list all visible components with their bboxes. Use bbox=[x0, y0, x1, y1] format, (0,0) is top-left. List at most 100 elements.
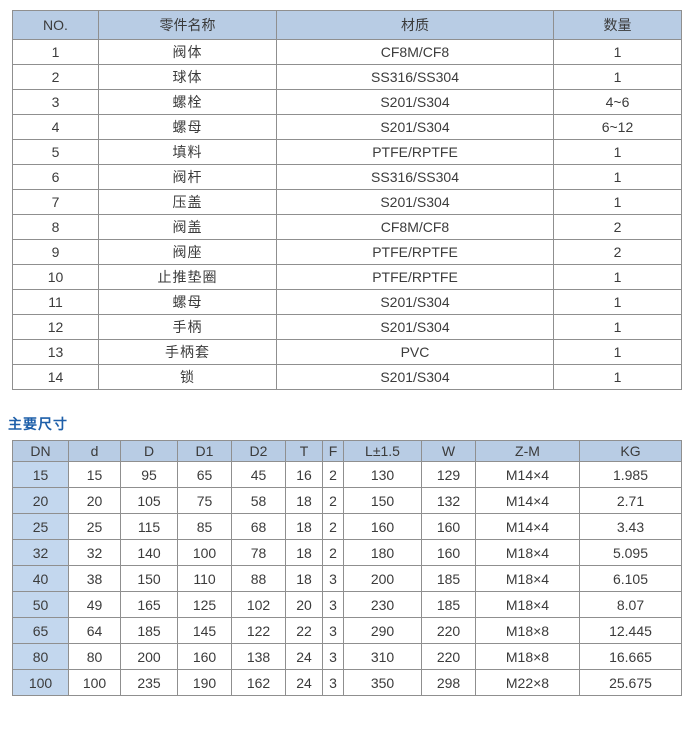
table-cell: 25 bbox=[12, 513, 69, 540]
valve-spec-sheet: NO. 零件名称 材质 数量 1 阀体 CF8M/CF8 1 2 球体 SS316/SS304 1 3 螺… bbox=[8, 10, 682, 696]
dimensions-table: DN d D D1 D2 T F L±1.5 W Z-M KG 15 15 95 65 45 16 2 130 129… bbox=[12, 440, 682, 696]
table-cell: 1 bbox=[553, 164, 682, 190]
table-cell: 手柄套 bbox=[98, 339, 277, 365]
table-cell: 4~6 bbox=[553, 89, 682, 115]
table-cell: 2.71 bbox=[579, 487, 682, 514]
table-cell: 20 bbox=[68, 487, 121, 514]
table-cell: S201/S304 bbox=[276, 89, 554, 115]
table-cell: 阀座 bbox=[98, 239, 277, 265]
table-cell: 129 bbox=[421, 461, 476, 488]
table-cell: 16.665 bbox=[579, 643, 682, 670]
table-cell: 2 bbox=[322, 539, 344, 566]
table-cell: 6~12 bbox=[553, 114, 682, 140]
table-row: 12 手柄 S201/S304 1 bbox=[12, 314, 682, 340]
table-cell: 手柄 bbox=[98, 314, 277, 340]
table-cell: 锁 bbox=[98, 364, 277, 390]
table-cell: 310 bbox=[343, 643, 422, 670]
table-cell: 145 bbox=[177, 617, 232, 644]
table-cell: 球体 bbox=[98, 64, 277, 90]
table-cell: S201/S304 bbox=[276, 114, 554, 140]
table-row: 15 15 95 65 45 16 2 130 129 M14×4 1.985 bbox=[12, 461, 682, 488]
table-cell: 25 bbox=[68, 513, 121, 540]
table-cell: 185 bbox=[120, 617, 178, 644]
table-row: 65 64 185 145 122 22 3 290 220 M18×8 12.445 bbox=[12, 617, 682, 644]
table-cell: 132 bbox=[421, 487, 476, 514]
table-cell: 180 bbox=[343, 539, 422, 566]
table-cell: 58 bbox=[231, 487, 286, 514]
table-cell: 24 bbox=[285, 643, 323, 670]
table-cell: 阀杆 bbox=[98, 164, 277, 190]
table-cell: 22 bbox=[285, 617, 323, 644]
table-cell: PTFE/RPTFE bbox=[276, 139, 554, 165]
table-cell: 1 bbox=[553, 339, 682, 365]
table-row: 6 阀杆 SS316/SS304 1 bbox=[12, 164, 682, 190]
table-cell: 螺栓 bbox=[98, 89, 277, 115]
table-cell: 100 bbox=[12, 669, 69, 696]
table-cell: M18×8 bbox=[475, 617, 580, 644]
table-row: 9 阀座 PTFE/RPTFE 2 bbox=[12, 239, 682, 265]
table-cell: 止推垫圈 bbox=[98, 264, 277, 290]
table-cell: 1 bbox=[553, 189, 682, 215]
table-cell: 110 bbox=[177, 565, 232, 592]
table-cell: 20 bbox=[12, 487, 69, 514]
table-cell: 7 bbox=[12, 189, 99, 215]
table-cell: 68 bbox=[231, 513, 286, 540]
table-cell: 160 bbox=[421, 539, 476, 566]
table-cell: 8.07 bbox=[579, 591, 682, 618]
table-cell: M14×4 bbox=[475, 487, 580, 514]
table-cell: M18×4 bbox=[475, 539, 580, 566]
table-cell: 24 bbox=[285, 669, 323, 696]
table-cell: 阀盖 bbox=[98, 214, 277, 240]
table-cell: 1 bbox=[553, 289, 682, 315]
table-cell: 18 bbox=[285, 539, 323, 566]
column-header: W bbox=[421, 440, 476, 462]
table-row: 14 锁 S201/S304 1 bbox=[12, 364, 682, 390]
table-cell: 12 bbox=[12, 314, 99, 340]
table-cell: 1 bbox=[553, 64, 682, 90]
table-cell: 1 bbox=[553, 39, 682, 65]
column-header: L±1.5 bbox=[343, 440, 422, 462]
table-cell: M18×4 bbox=[475, 565, 580, 592]
table-cell: 1 bbox=[12, 39, 99, 65]
table-cell: PTFE/RPTFE bbox=[276, 239, 554, 265]
header-row: NO. 零件名称 材质 数量 bbox=[12, 10, 682, 40]
table-cell: 2 bbox=[12, 64, 99, 90]
table-row: 80 80 200 160 138 24 3 310 220 M18×8 16.665 bbox=[12, 643, 682, 670]
table-row: 2 球体 SS316/SS304 1 bbox=[12, 64, 682, 90]
table-cell: 螺母 bbox=[98, 289, 277, 315]
table-row: 32 32 140 100 78 18 2 180 160 M18×4 5.095 bbox=[12, 539, 682, 566]
table-cell: 6 bbox=[12, 164, 99, 190]
table-cell: 2 bbox=[553, 239, 682, 265]
table-cell: 138 bbox=[231, 643, 286, 670]
table-cell: 5.095 bbox=[579, 539, 682, 566]
table-cell: S201/S304 bbox=[276, 289, 554, 315]
table-cell: 75 bbox=[177, 487, 232, 514]
table-cell: M14×4 bbox=[475, 461, 580, 488]
table-cell: 2 bbox=[553, 214, 682, 240]
table-cell: 150 bbox=[343, 487, 422, 514]
table-cell: 12.445 bbox=[579, 617, 682, 644]
table-cell: 190 bbox=[177, 669, 232, 696]
table-cell: 38 bbox=[68, 565, 121, 592]
table-row: 8 阀盖 CF8M/CF8 2 bbox=[12, 214, 682, 240]
table-cell: 65 bbox=[12, 617, 69, 644]
parts-list-table: NO. 零件名称 材质 数量 1 阀体 CF8M/CF8 1 2 球体 SS316/SS304 1 3 螺… bbox=[12, 10, 682, 390]
table-cell: 200 bbox=[120, 643, 178, 670]
table-cell: 78 bbox=[231, 539, 286, 566]
table-cell: 3 bbox=[322, 643, 344, 670]
table-cell: M18×4 bbox=[475, 591, 580, 618]
dimensions-section-title: 主要尺寸 bbox=[8, 416, 68, 432]
table-cell: SS316/SS304 bbox=[276, 164, 554, 190]
table-cell: 160 bbox=[177, 643, 232, 670]
table-cell: 150 bbox=[120, 565, 178, 592]
table-cell: 14 bbox=[12, 364, 99, 390]
table-cell: S201/S304 bbox=[276, 364, 554, 390]
table-row: 4 螺母 S201/S304 6~12 bbox=[12, 114, 682, 140]
table-cell: 16 bbox=[285, 461, 323, 488]
table-cell: 18 bbox=[285, 513, 323, 540]
table-cell: 11 bbox=[12, 289, 99, 315]
table-cell: 165 bbox=[120, 591, 178, 618]
table-cell: 1 bbox=[553, 264, 682, 290]
table-cell: 3 bbox=[322, 591, 344, 618]
table-cell: 螺母 bbox=[98, 114, 277, 140]
